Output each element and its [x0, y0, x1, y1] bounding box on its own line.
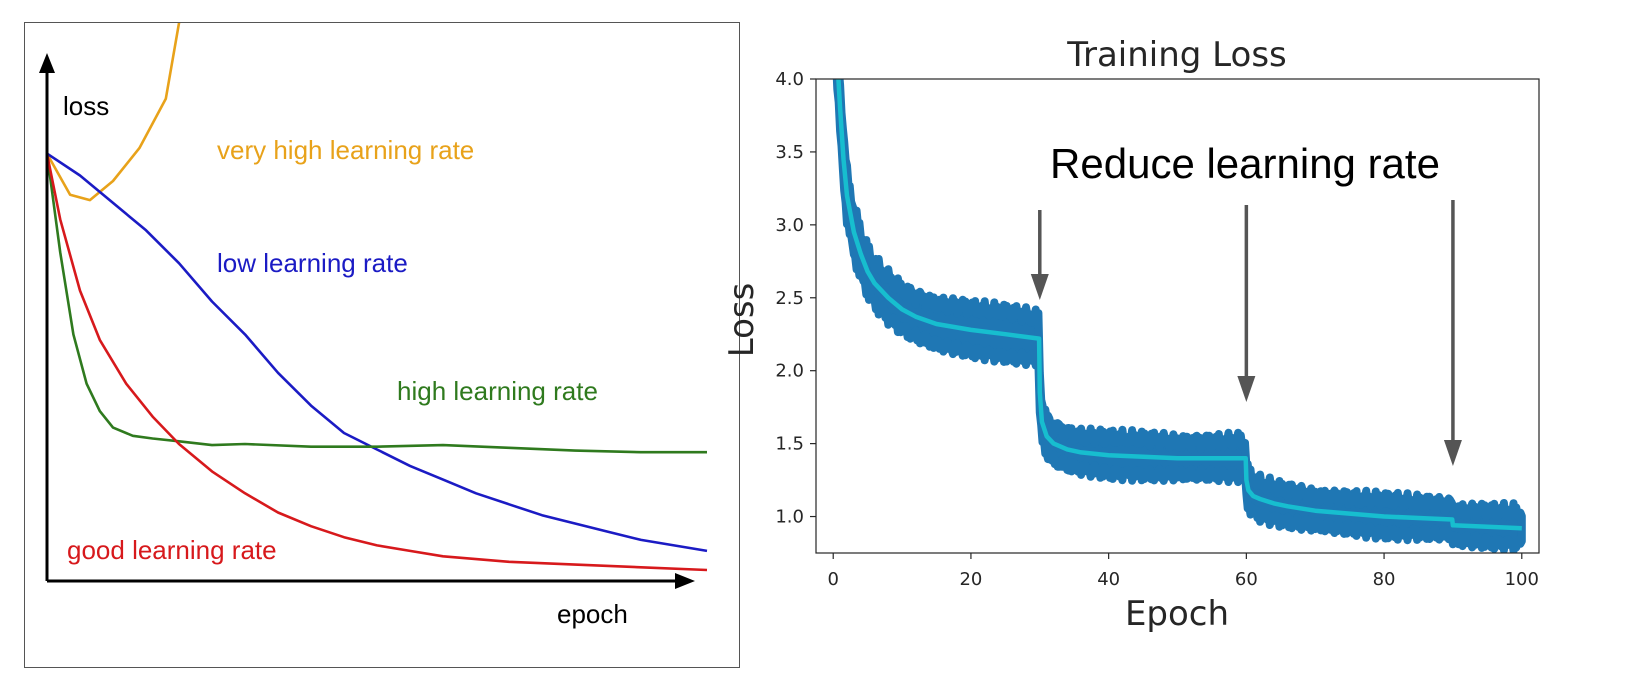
x-axis-arrowhead	[675, 573, 695, 589]
x-axis-label-epoch: Epoch	[1125, 594, 1229, 634]
reduce-lr-annotation: Reduce learning rate	[1050, 140, 1440, 187]
y-ticks: 1.0 1.5 2.0 2.5 3.0 3.5 4.0	[775, 69, 816, 528]
y-tick-label: 1.0	[775, 507, 804, 528]
y-tick-label: 1.5	[775, 434, 804, 455]
y-tick-label: 3.5	[775, 142, 804, 163]
x-tick-label: 100	[1505, 569, 1539, 590]
series-label-good: good learning rate	[67, 535, 277, 565]
series-label-very-high: very high learning rate	[217, 135, 474, 165]
x-ticks: 0 20 40 60 80 100	[827, 553, 1539, 590]
y-tick-label: 4.0	[775, 69, 804, 90]
x-tick-label: 0	[827, 569, 838, 590]
plot-frame	[815, 78, 1540, 554]
sketch-line-low-learning-rate	[46, 152, 708, 553]
learning-rate-sketch-chart: loss epoch very high learning rate low l…	[39, 23, 708, 629]
y-tick-label: 2.0	[775, 361, 804, 382]
sketch-line-good-learning-rate	[45, 153, 708, 572]
x-tick-label: 20	[959, 569, 982, 590]
sketch-line-very-high-learning-rate	[45, 23, 181, 202]
y-tick-label: 3.0	[775, 215, 804, 236]
sketch-line-high-learning-rate	[45, 153, 707, 454]
series-label-low: low learning rate	[217, 248, 408, 278]
x-axis-label: epoch	[557, 599, 628, 629]
y-axis-label: loss	[63, 91, 109, 121]
loss-mean-line	[836, 79, 1522, 531]
learning-rate-sketch-panel: loss epoch very high learning rate low l…	[24, 22, 740, 668]
reduce-lr-arrow-head	[1443, 440, 1462, 466]
x-tick-label: 40	[1097, 569, 1120, 590]
reduce-lr-arrow-head	[1237, 376, 1256, 402]
y-axis-arrowhead	[39, 53, 55, 73]
chart-title: Training Loss	[1066, 35, 1287, 75]
loss-band-layer	[832, 79, 1526, 553]
arrows	[1030, 200, 1462, 466]
y-tick-label: 2.5	[775, 288, 804, 309]
x-tick-label: 60	[1235, 569, 1258, 590]
loss-variance-band	[832, 79, 1526, 553]
loss-line-layer	[836, 79, 1522, 531]
series-label-high: high learning rate	[397, 376, 598, 406]
x-tick-label: 80	[1373, 569, 1396, 590]
sketch-series-lines	[45, 23, 708, 572]
reduce-lr-arrow-head	[1030, 274, 1049, 300]
